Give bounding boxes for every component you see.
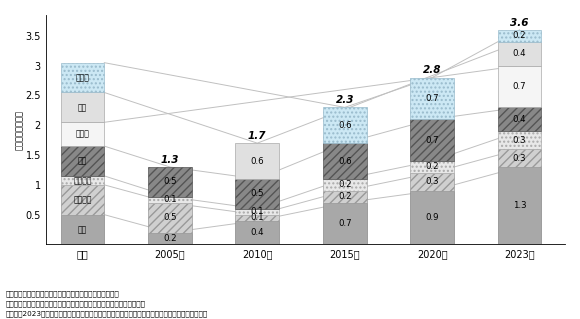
Bar: [148, 233, 192, 244]
Bar: [61, 93, 104, 122]
Bar: [323, 191, 367, 203]
Text: 1.3: 1.3: [513, 201, 527, 210]
Bar: [410, 78, 454, 119]
Bar: [410, 161, 454, 173]
Text: 0.4: 0.4: [513, 115, 527, 124]
Text: 0.6: 0.6: [251, 157, 264, 166]
Text: 0.9: 0.9: [425, 213, 439, 222]
Bar: [498, 108, 541, 131]
Bar: [235, 179, 279, 209]
Text: 0.2: 0.2: [425, 162, 439, 172]
Text: 0.6: 0.6: [338, 121, 351, 130]
Text: 2.8: 2.8: [423, 65, 441, 75]
Bar: [323, 203, 367, 244]
Bar: [410, 119, 454, 161]
Bar: [498, 42, 541, 66]
Bar: [148, 203, 192, 233]
Text: 0.7: 0.7: [425, 94, 439, 103]
Bar: [498, 30, 541, 42]
Text: 0.4: 0.4: [513, 49, 527, 58]
Text: 0.2: 0.2: [338, 180, 351, 189]
Text: 1.7: 1.7: [248, 131, 267, 141]
Bar: [61, 146, 104, 176]
Bar: [410, 191, 454, 244]
Bar: [61, 63, 104, 93]
Bar: [61, 176, 104, 185]
Text: 1.3: 1.3: [161, 155, 179, 165]
Text: 0.3: 0.3: [513, 136, 527, 145]
Text: 0.6: 0.6: [338, 157, 351, 166]
Text: 0.7: 0.7: [338, 219, 351, 228]
Bar: [323, 179, 367, 191]
Text: 3.6: 3.6: [510, 18, 529, 27]
Bar: [498, 149, 541, 167]
Text: 0.2: 0.2: [513, 31, 527, 41]
Text: 0.7: 0.7: [425, 136, 439, 145]
Text: 0.2: 0.2: [163, 234, 177, 243]
Text: 畜産: 畜産: [78, 157, 87, 166]
Text: 0.3: 0.3: [425, 177, 439, 186]
Text: 0.7: 0.7: [513, 82, 527, 91]
Text: 0.5: 0.5: [163, 213, 177, 222]
Text: 0.1: 0.1: [251, 207, 264, 216]
Bar: [498, 66, 541, 108]
Bar: [148, 197, 192, 203]
Text: 0.5: 0.5: [251, 189, 264, 198]
Text: 2.3: 2.3: [335, 95, 354, 105]
Y-axis label: （万団体経営体）: （万団体経営体）: [15, 110, 24, 150]
Text: 0.3: 0.3: [513, 153, 527, 163]
Text: 0.5: 0.5: [163, 177, 177, 186]
Text: その他: その他: [75, 130, 89, 139]
Text: 0.2: 0.2: [338, 192, 351, 201]
Bar: [61, 185, 104, 215]
Text: 果樹類: 果樹類: [75, 73, 89, 82]
Bar: [323, 108, 367, 143]
Text: 畑作: 畑作: [78, 103, 87, 112]
Text: 0.1: 0.1: [251, 213, 264, 222]
Bar: [498, 131, 541, 149]
Bar: [235, 209, 279, 215]
Bar: [61, 215, 104, 244]
Text: 稲作: 稲作: [78, 225, 87, 234]
Bar: [148, 167, 192, 197]
Text: 露地野菜: 露地野菜: [73, 195, 92, 204]
Bar: [235, 143, 279, 179]
Text: 0.1: 0.1: [163, 195, 177, 204]
Text: 注：１）法人経営体数には販売のない経営体を含まない。
　　２）畜産は酪農、肉用牛、養豚、養鶏、養蚕、その他畜産の合計。
　　３）2023年における「畑作」は、「: 注：１）法人経営体数には販売のない経営体を含まない。 ２）畜産は酪農、肉用牛、養…: [6, 291, 208, 317]
Bar: [410, 173, 454, 191]
Text: 施設野菜: 施設野菜: [73, 176, 92, 185]
Text: 0.4: 0.4: [251, 228, 264, 237]
Bar: [498, 167, 541, 244]
Bar: [235, 215, 279, 221]
Bar: [323, 143, 367, 179]
Bar: [61, 122, 104, 146]
Bar: [235, 221, 279, 244]
